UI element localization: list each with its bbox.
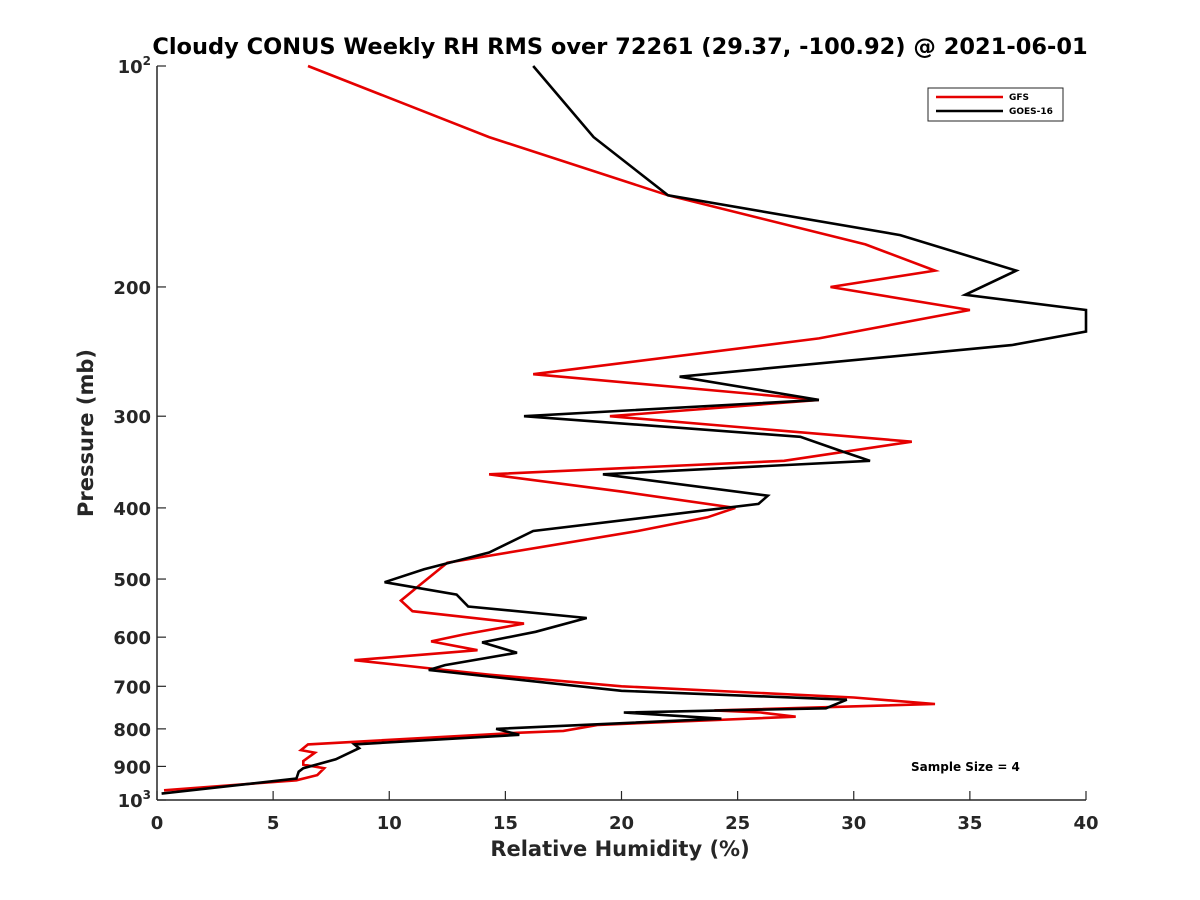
- x-tick-label: 30: [841, 813, 866, 834]
- legend-label-gfs: GFS: [1009, 93, 1029, 103]
- x-tick-label: 40: [1073, 813, 1098, 834]
- y-axis-ticks: 102 200 300 400 500 600 700 800 900 103: [113, 54, 166, 812]
- x-axis-label: Relative Humidity (%): [490, 837, 749, 861]
- x-tick-label: 0: [151, 813, 164, 834]
- plot-background: [157, 66, 1086, 800]
- series-line-goes16: [161, 65, 1088, 795]
- y-tick-label: 900: [113, 757, 151, 778]
- y-tick-label: 102: [118, 54, 151, 78]
- y-tick-label: 300: [113, 407, 151, 428]
- y-tick-label: 500: [113, 570, 151, 591]
- x-tick-label: 10: [377, 813, 402, 834]
- sample-size-annotation: Sample Size = 4: [911, 760, 1020, 774]
- x-tick-label: 20: [609, 813, 634, 834]
- y-axis-label: Pressure (mb): [74, 349, 98, 517]
- legend-box: [927, 87, 1064, 122]
- x-tick-label: 35: [957, 813, 982, 834]
- plot-area: 0 5 10 15 20 25 30 35 40 102 200 300 400 500 600 700 80…: [113, 54, 1098, 834]
- series-layer: [161, 64, 1088, 795]
- y-tick-label: 200: [113, 278, 151, 299]
- x-tick-label: 5: [267, 813, 280, 834]
- chart-title: Cloudy CONUS Weekly RH RMS over 72261 (2…: [152, 34, 1087, 60]
- legend-label-goes16: GOES-16: [1009, 107, 1053, 117]
- y-tick-label: 600: [113, 628, 151, 649]
- y-tick-label: 400: [113, 499, 151, 520]
- legend: GFS GOES-16: [927, 87, 1064, 122]
- x-tick-label: 25: [725, 813, 750, 834]
- y-tick-label: 800: [113, 720, 151, 741]
- x-axis-ticks: 0 5 10 15 20 25 30 35 40: [151, 791, 1099, 834]
- x-tick-label: 15: [493, 813, 518, 834]
- y-tick-label: 103: [118, 788, 151, 812]
- series-line-gfs: [163, 64, 971, 792]
- y-tick-label: 700: [113, 677, 151, 698]
